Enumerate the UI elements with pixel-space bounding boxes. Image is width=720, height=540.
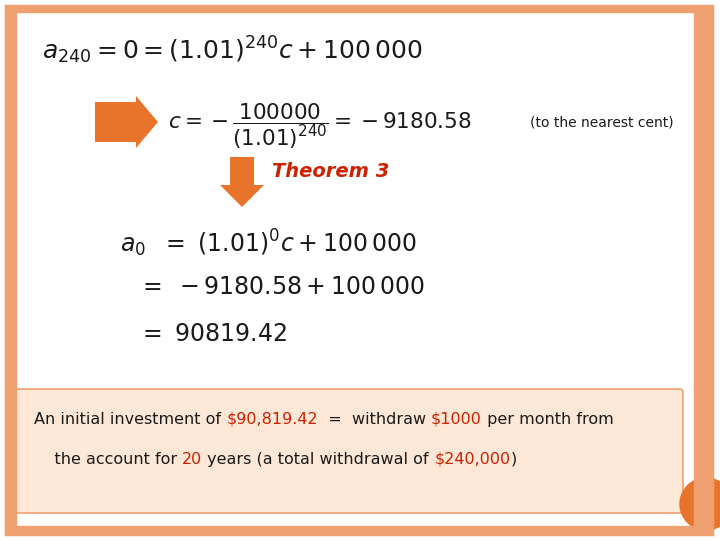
Polygon shape — [220, 157, 264, 207]
Text: $a_0\ \ =\ (1.01)^{0}c + 100\,000$: $a_0\ \ =\ (1.01)^{0}c + 100\,000$ — [120, 228, 417, 259]
Text: years (a total withdrawal of: years (a total withdrawal of — [202, 452, 434, 467]
Text: $=\ -9180.58 + 100\,000$: $=\ -9180.58 + 100\,000$ — [138, 275, 425, 299]
Bar — [6, 526, 712, 534]
Circle shape — [680, 478, 720, 530]
Bar — [6, 6, 16, 534]
Text: $c = -\dfrac{100000}{(1.01)^{240}} = -9180.58$: $c = -\dfrac{100000}{(1.01)^{240}} = -91… — [168, 102, 472, 151]
FancyBboxPatch shape — [15, 389, 683, 513]
Text: (to the nearest cent): (to the nearest cent) — [530, 116, 674, 130]
Text: $a_{240} = 0 = (1.01)^{240}c + 100\,000$: $a_{240} = 0 = (1.01)^{240}c + 100\,000$ — [42, 35, 423, 66]
Text: $=\ 90819.42$: $=\ 90819.42$ — [138, 322, 287, 346]
Text: the account for: the account for — [34, 452, 182, 467]
Text: $90,819.42: $90,819.42 — [226, 412, 318, 427]
Text: per month from: per month from — [482, 412, 613, 427]
Text: An initial investment of: An initial investment of — [34, 412, 226, 427]
Text: ): ) — [510, 452, 516, 467]
Text: 20: 20 — [182, 452, 202, 467]
Text: =  withdraw: = withdraw — [318, 412, 431, 427]
Text: $1000: $1000 — [431, 412, 482, 427]
Bar — [694, 6, 712, 534]
Text: Theorem 3: Theorem 3 — [272, 162, 390, 181]
Text: $240,000: $240,000 — [434, 452, 510, 467]
Bar — [6, 6, 712, 12]
Polygon shape — [95, 96, 158, 148]
